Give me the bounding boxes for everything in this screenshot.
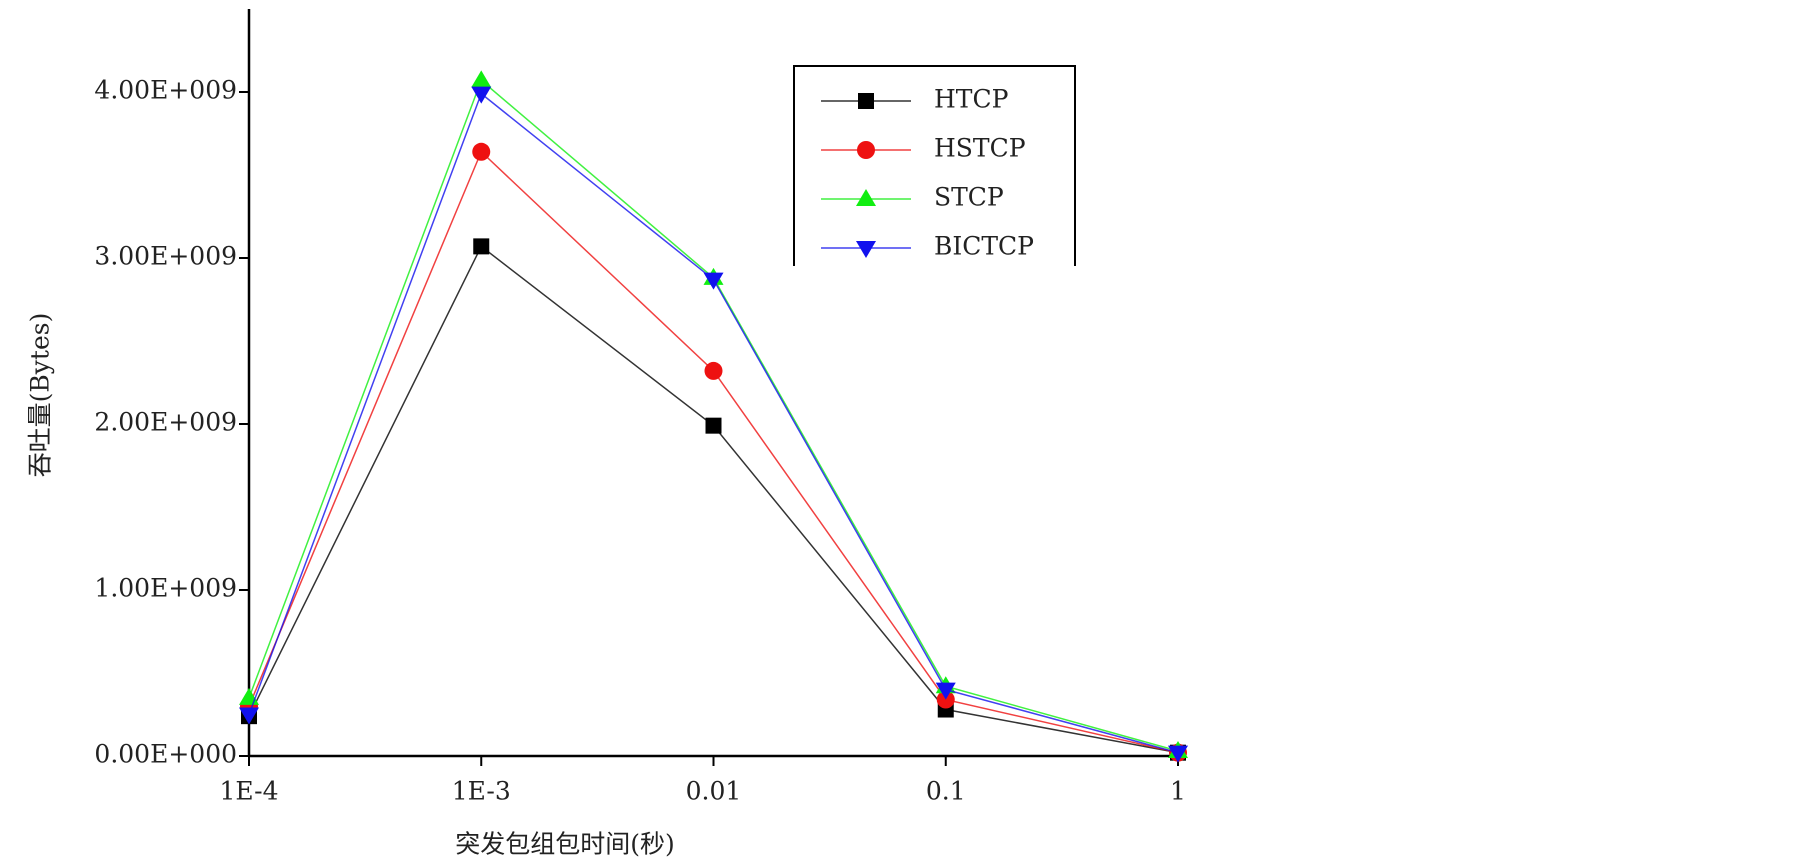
marker bbox=[704, 361, 723, 380]
legend-label: BICTCP bbox=[934, 232, 1034, 261]
y-tick-label: 3.00E+009 bbox=[94, 242, 237, 271]
marker bbox=[857, 141, 875, 159]
marker bbox=[858, 93, 874, 109]
marker bbox=[473, 238, 490, 255]
y-axis-label: 吞吐量(Bytes) bbox=[26, 313, 55, 478]
marker bbox=[1168, 745, 1188, 763]
marker bbox=[935, 682, 956, 700]
legend-frame bbox=[793, 65, 1076, 266]
marker bbox=[239, 707, 259, 725]
x-tick-label: 0.1 bbox=[926, 777, 966, 806]
marker bbox=[703, 272, 724, 290]
legend-label: HTCP bbox=[934, 85, 1008, 114]
marker bbox=[472, 142, 491, 161]
marker bbox=[471, 70, 492, 88]
y-tick-label: 0.00E+000 bbox=[94, 740, 237, 769]
x-tick-label: 1E-3 bbox=[452, 777, 511, 806]
y-tick-label: 4.00E+009 bbox=[94, 76, 237, 105]
series-line bbox=[248, 245, 1179, 754]
marker bbox=[471, 86, 492, 104]
series-line bbox=[248, 150, 1179, 754]
x-axis-label: 突发包组包时间(秒) bbox=[455, 830, 675, 859]
x-tick-label: 0.01 bbox=[686, 777, 742, 806]
y-tick-label: 2.00E+009 bbox=[94, 408, 237, 437]
marker bbox=[856, 241, 876, 258]
marker bbox=[705, 417, 722, 434]
legend-label: STCP bbox=[934, 183, 1004, 212]
x-tick-label: 1 bbox=[1170, 777, 1186, 806]
marker bbox=[856, 189, 876, 206]
x-tick-label: 1E-4 bbox=[220, 777, 279, 806]
series-line bbox=[248, 79, 1179, 752]
y-tick-label: 1.00E+009 bbox=[94, 574, 237, 603]
legend-label: HSTCP bbox=[934, 134, 1026, 163]
